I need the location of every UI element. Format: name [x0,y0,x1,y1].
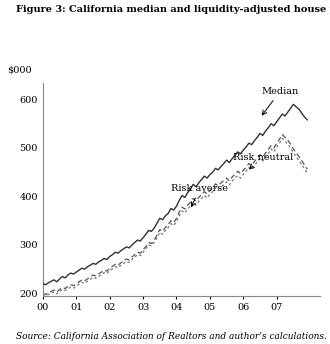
Text: Risk averse: Risk averse [172,184,228,206]
Text: $000: $000 [7,65,31,74]
Text: Figure 3: California median and liquidity-adjusted house prices: Figure 3: California median and liquidit… [16,5,330,14]
Text: Median: Median [262,87,299,115]
Text: Source: California Association of Realtors and author’s calculations.: Source: California Association of Realto… [16,332,327,341]
Text: Risk neutral: Risk neutral [233,153,293,169]
